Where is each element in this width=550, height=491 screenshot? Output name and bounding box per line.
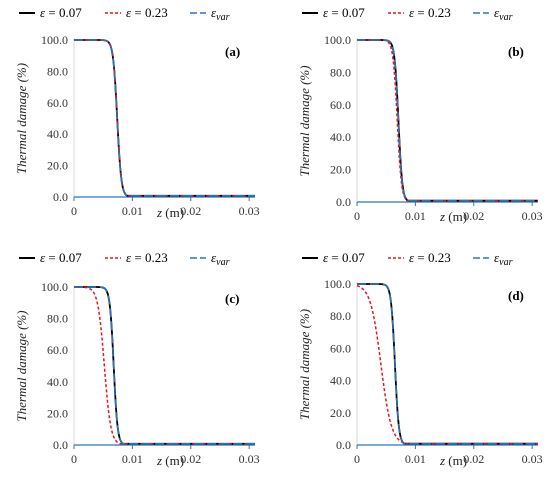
y-tick-label: 0.0 (336, 438, 351, 452)
chart-panel-3: ε = 0.07 ε = 0.23 εvar0.020.040.060.080.01… (14, 250, 260, 468)
series-line-1 (74, 286, 255, 445)
series-line-3 (74, 286, 255, 445)
y-tick-label: 40.0 (47, 375, 68, 389)
panel-label: (d) (508, 288, 524, 303)
y-tick-label: 60.0 (47, 96, 68, 110)
series-line-1 (74, 39, 255, 197)
y-tick-label: 20.0 (47, 406, 68, 420)
legend-label-2: ε = 0.23 (126, 250, 168, 265)
legend-label-2: ε = 0.23 (409, 5, 451, 20)
y-axis-label: Thermal damage (%) (14, 63, 29, 174)
y-tick-label: 20.0 (330, 163, 351, 177)
y-tick-label: 40.0 (330, 374, 351, 388)
x-axis-label: z (m) (156, 205, 184, 220)
legend-label-3: εvar (494, 5, 513, 23)
x-tick-label: 0.03 (239, 204, 260, 218)
legend-label-3: εvar (211, 5, 230, 23)
y-axis-label: Thermal damage (%) (14, 310, 29, 421)
y-tick-label: 60.0 (47, 343, 68, 357)
x-tick-label: 0.02 (463, 209, 484, 223)
legend-label-1: ε = 0.07 (40, 5, 82, 20)
x-tick-label: 0.03 (239, 452, 260, 466)
series-line-3 (357, 283, 538, 445)
x-axis-label: z (m) (439, 453, 467, 468)
x-tick-label: 0 (354, 209, 360, 223)
legend-label-3: εvar (211, 250, 230, 268)
y-tick-label: 40.0 (47, 127, 68, 141)
x-tick-label: 0.01 (122, 204, 143, 218)
x-tick-label: 0.02 (463, 452, 484, 466)
x-tick-label: 0.02 (180, 204, 201, 218)
y-tick-label: 100.0 (41, 280, 68, 294)
legend-label-1: ε = 0.07 (323, 250, 365, 265)
y-tick-label: 80.0 (330, 65, 351, 79)
y-tick-label: 0.0 (336, 195, 351, 209)
y-axis-label: Thermal damage (%) (297, 309, 312, 420)
series-line-1 (357, 283, 538, 445)
series-line-2 (357, 39, 538, 202)
x-tick-label: 0 (71, 452, 77, 466)
chart-panel-1: ε = 0.07 ε = 0.23 εvar0.020.040.060.080.01… (14, 5, 260, 220)
y-tick-label: 100.0 (41, 33, 68, 47)
y-tick-label: 80.0 (47, 64, 68, 78)
panel-label: (c) (225, 291, 239, 306)
series-line-3 (74, 39, 255, 197)
x-axis-label: z (m) (439, 209, 467, 224)
x-tick-label: 0.03 (522, 452, 543, 466)
series-line-2 (74, 39, 255, 197)
x-tick-label: 0.02 (180, 452, 201, 466)
x-tick-label: 0 (71, 204, 77, 218)
legend-label-2: ε = 0.23 (409, 250, 451, 265)
x-axis-label: z (m) (156, 453, 184, 468)
x-tick-label: 0.01 (405, 209, 426, 223)
y-tick-label: 80.0 (330, 309, 351, 323)
y-tick-label: 80.0 (47, 312, 68, 326)
y-tick-label: 100.0 (324, 277, 351, 291)
series-line-2 (356, 284, 538, 445)
y-tick-label: 40.0 (330, 130, 351, 144)
panel-label: (a) (225, 44, 240, 59)
panel-label: (b) (508, 44, 524, 59)
y-tick-label: 20.0 (330, 406, 351, 420)
chart-panel-4: ε = 0.07 ε = 0.23 εvar0.020.040.060.080.01… (297, 250, 543, 468)
chart-panel-2: ε = 0.07 ε = 0.23 εvar0.020.040.060.080.01… (297, 5, 543, 224)
series-line-2 (73, 286, 255, 445)
y-tick-label: 60.0 (330, 341, 351, 355)
y-tick-label: 20.0 (47, 159, 68, 173)
x-tick-label: 0.01 (405, 452, 426, 466)
y-tick-label: 60.0 (330, 98, 351, 112)
legend-label-1: ε = 0.07 (40, 250, 82, 265)
series-line-1 (357, 39, 538, 202)
series-line-3 (357, 39, 538, 202)
legend-label-3: εvar (494, 250, 513, 268)
x-tick-label: 0.03 (522, 209, 543, 223)
y-tick-label: 0.0 (53, 438, 68, 452)
legend-label-2: ε = 0.23 (126, 5, 168, 20)
legend-label-1: ε = 0.07 (323, 5, 365, 20)
x-tick-label: 0.01 (122, 452, 143, 466)
y-axis-label: Thermal damage (%) (297, 65, 312, 176)
x-tick-label: 0 (354, 452, 360, 466)
y-tick-label: 100.0 (324, 33, 351, 47)
y-tick-label: 0.0 (53, 190, 68, 204)
